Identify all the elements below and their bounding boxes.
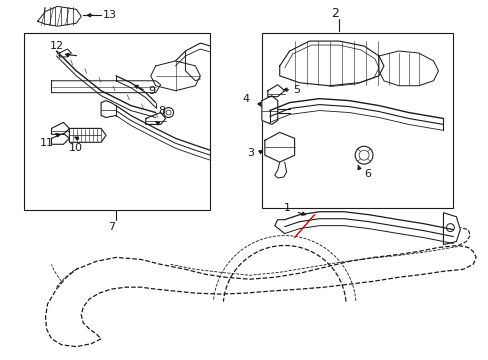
Text: 7: 7 xyxy=(108,222,115,231)
Text: 13: 13 xyxy=(103,10,117,20)
Text: 3: 3 xyxy=(246,148,253,158)
Polygon shape xyxy=(145,113,165,125)
Polygon shape xyxy=(38,6,81,26)
Polygon shape xyxy=(267,85,284,96)
Polygon shape xyxy=(264,132,294,162)
Polygon shape xyxy=(279,41,383,86)
Text: 2: 2 xyxy=(331,7,339,20)
Text: 11: 11 xyxy=(40,138,53,148)
Polygon shape xyxy=(51,81,161,93)
Text: 4: 4 xyxy=(243,94,249,104)
Text: 6: 6 xyxy=(364,169,370,179)
Text: 9: 9 xyxy=(148,86,156,96)
Text: 10: 10 xyxy=(69,143,83,153)
Bar xyxy=(262,33,452,208)
Polygon shape xyxy=(378,51,438,86)
Polygon shape xyxy=(150,61,200,91)
Polygon shape xyxy=(69,129,106,142)
Polygon shape xyxy=(443,213,459,244)
Text: 8: 8 xyxy=(158,105,165,116)
Polygon shape xyxy=(262,96,277,125)
Polygon shape xyxy=(51,133,69,144)
Polygon shape xyxy=(51,122,69,134)
Text: 1: 1 xyxy=(284,203,290,213)
Text: 12: 12 xyxy=(49,41,63,51)
Polygon shape xyxy=(60,49,71,57)
Bar xyxy=(24,33,210,210)
Text: 5: 5 xyxy=(293,85,300,95)
